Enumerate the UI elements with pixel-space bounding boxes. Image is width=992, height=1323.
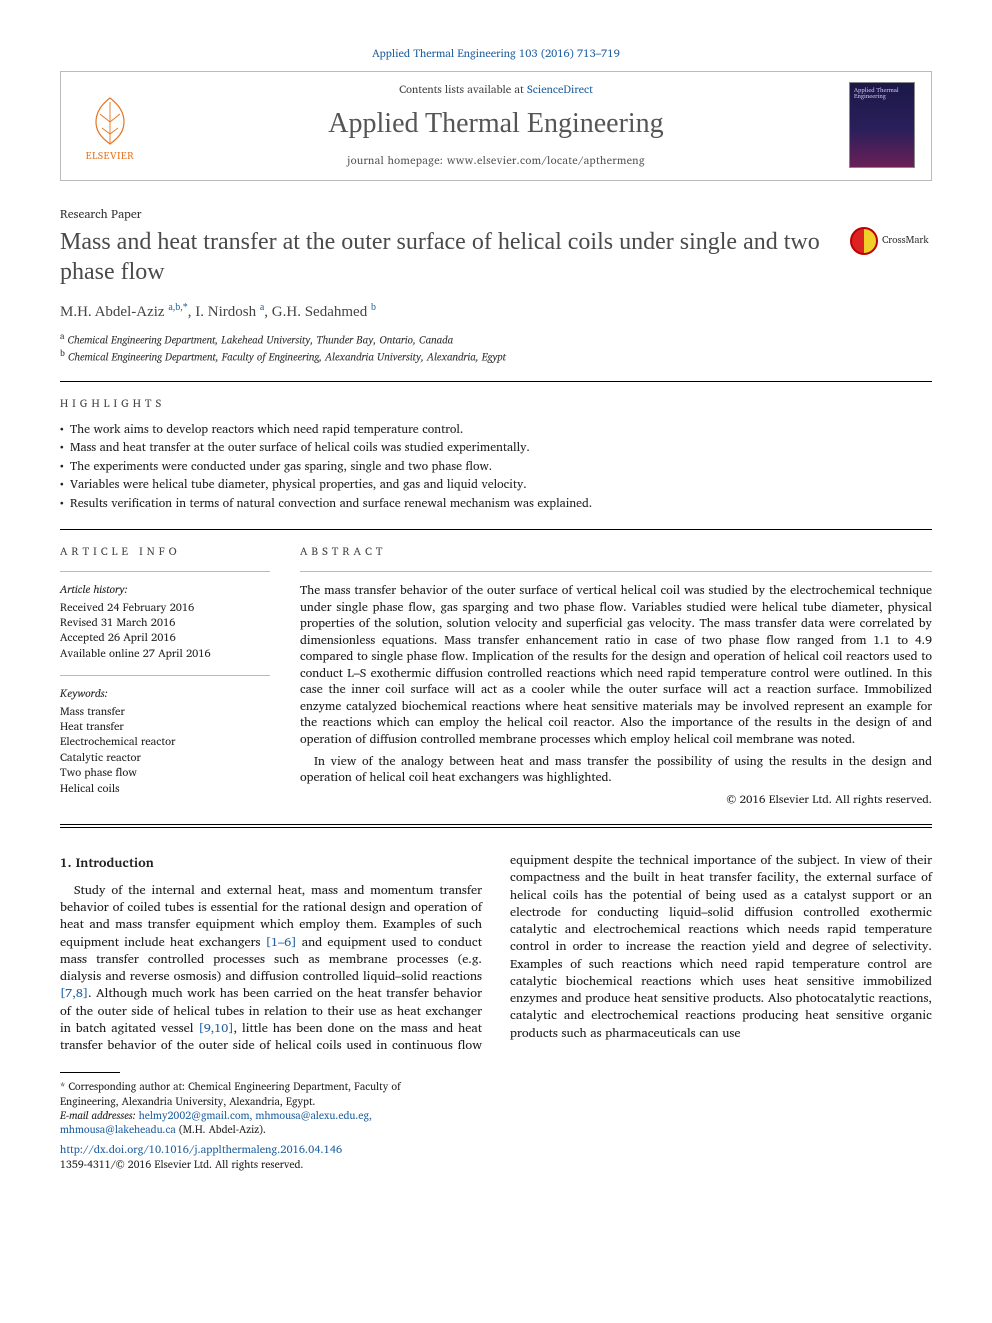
highlight-item: The work aims to develop reactors which … [60,421,932,440]
article-title: Mass and heat transfer at the outer surf… [60,227,830,287]
author-3[interactable]: , G.H. Sedahmed [264,304,367,320]
elsevier-tree-icon [82,94,138,150]
contents-line: Contents lists available at ScienceDirec… [161,82,831,97]
journal-cover-thumbnail[interactable]: Applied Thermal Engineering [849,82,915,168]
journal-name: Applied Thermal Engineering [161,105,831,143]
abstract-copyright: © 2016 Elsevier Ltd. All rights reserved… [300,792,932,808]
article-type: Research Paper [60,207,932,223]
homepage-url[interactable]: www.elsevier.com/locate/apthermeng [447,151,645,169]
body-text: 1. Introduction Study of the internal an… [60,852,932,1054]
email-line: E-mail addresses: helmy2002@gmail.com, m… [60,1108,461,1136]
journal-header: ELSEVIER Contents lists available at Sci… [60,71,932,181]
divider [60,824,932,825]
divider [60,381,932,382]
affiliations: a Chemical Engineering Department, Lakeh… [60,330,932,364]
abstract-heading: abstract [300,544,932,559]
crossmark-badge[interactable]: CrossMark [850,227,932,255]
journal-homepage: journal homepage: www.elsevier.com/locat… [161,153,831,168]
highlight-item: Variables were helical tube diameter, ph… [60,476,932,495]
divider [300,571,932,572]
abstract-column: abstract The mass transfer behavior of t… [300,544,932,810]
divider [60,529,932,530]
cover-label: Applied Thermal Engineering [854,87,910,100]
divider [60,675,270,676]
crossmark-icon [850,227,878,255]
affiliation-b: Chemical Engineering Department, Faculty… [68,348,506,366]
footnotes: Corresponding author at: Chemical Engine… [60,1072,461,1171]
abstract-paragraph: In view of the analogy between heat and … [300,753,932,786]
highlights-list: The work aims to develop reactors which … [60,421,932,514]
section-heading: 1. Introduction [60,854,482,872]
elsevier-wordmark: ELSEVIER [86,150,134,164]
affiliation-a: Chemical Engineering Department, Lakehea… [68,331,454,349]
highlight-item: The experiments were conducted under gas… [60,458,932,477]
divider [60,571,270,572]
elsevier-logo[interactable]: ELSEVIER [77,86,143,164]
author-3-affil: b [371,302,376,313]
article-info-column: article info Article history: Received 2… [60,544,270,810]
highlight-item: Results verification in terms of natural… [60,495,932,514]
article-info-heading: article info [60,544,270,559]
contents-prefix: Contents lists available at [399,80,527,98]
author-2[interactable]: , I. Nirdosh [188,304,256,320]
author-1-affil: a,b, [168,302,182,313]
author-1[interactable]: M.H. Abdel-Aziz [60,304,165,320]
history-label: Article history: [60,582,270,597]
crossmark-label: CrossMark [882,234,929,248]
citation-link[interactable]: Applied Thermal Engineering 103 (2016) 7… [372,44,620,62]
corresponding-author-note: Corresponding author at: Chemical Engine… [60,1079,461,1107]
citation-line: Applied Thermal Engineering 103 (2016) 7… [60,40,932,71]
abstract-paragraph: The mass transfer behavior of the outer … [300,582,932,747]
highlight-item: Mass and heat transfer at the outer surf… [60,439,932,458]
history-item: Available online 27 April 2016 [60,646,270,661]
keyword: Helical coils [60,781,270,796]
highlights-heading: highlights [60,396,932,411]
page: Applied Thermal Engineering 103 (2016) 7… [0,0,992,1211]
body-paragraph: Study of the internal and external heat,… [60,852,932,1054]
keywords-label: Keywords: [60,686,270,701]
issn-copyright: 1359-4311/© 2016 Elsevier Ltd. All right… [60,1157,461,1171]
email-owner: (M.H. Abdel-Aziz). [179,1120,266,1138]
divider [60,827,932,828]
authors: M.H. Abdel-Aziz a,b,*, I. Nirdosh a, G.H… [60,301,932,322]
sciencedirect-link[interactable]: ScienceDirect [527,80,593,98]
